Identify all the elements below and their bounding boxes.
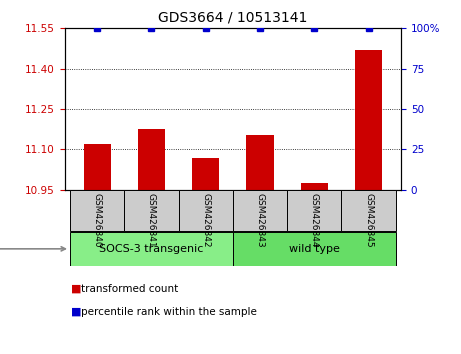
Text: GSM426841: GSM426841: [147, 193, 156, 247]
Bar: [287, 190, 341, 232]
Text: percentile rank within the sample: percentile rank within the sample: [81, 307, 257, 316]
Bar: [246, 135, 273, 190]
Text: wild type: wild type: [289, 244, 340, 254]
Text: GSM426843: GSM426843: [255, 193, 265, 247]
Bar: [233, 190, 287, 232]
Bar: [355, 50, 382, 190]
Text: ■: ■: [71, 307, 82, 316]
Text: GSM426844: GSM426844: [310, 193, 319, 247]
Bar: [233, 232, 396, 266]
Bar: [70, 190, 124, 232]
Title: GDS3664 / 10513141: GDS3664 / 10513141: [158, 10, 307, 24]
Text: ■: ■: [71, 284, 82, 293]
Text: GSM426840: GSM426840: [93, 193, 101, 247]
Bar: [192, 158, 219, 190]
Bar: [70, 232, 233, 266]
Bar: [178, 190, 233, 232]
Text: genotype/variation: genotype/variation: [0, 244, 65, 254]
Text: GSM426842: GSM426842: [201, 193, 210, 247]
Bar: [83, 144, 111, 190]
Text: SOCS-3 transgenic: SOCS-3 transgenic: [99, 244, 204, 254]
Bar: [341, 190, 396, 232]
Text: GSM426845: GSM426845: [364, 193, 373, 247]
Bar: [138, 129, 165, 190]
Text: transformed count: transformed count: [81, 284, 178, 293]
Bar: [124, 190, 178, 232]
Bar: [301, 183, 328, 190]
